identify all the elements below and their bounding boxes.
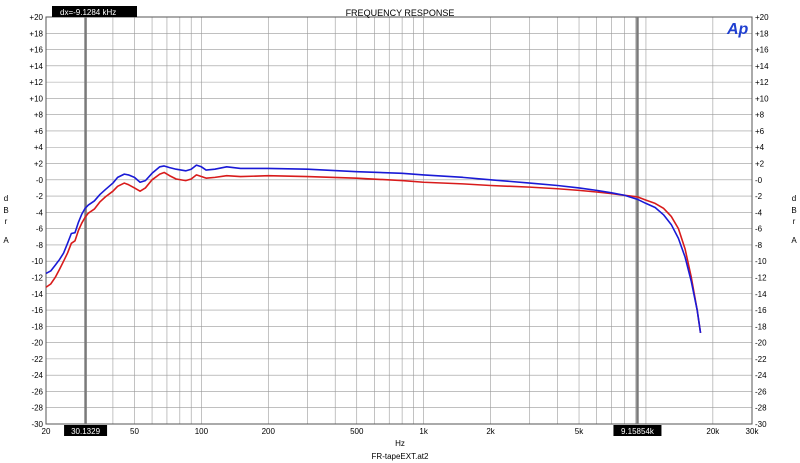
y-tick-label-left: -2 <box>36 192 44 201</box>
y-tick-label-right: +4 <box>755 143 765 152</box>
series-line <box>45 171 702 333</box>
x-tick-label: 1k <box>419 427 428 436</box>
y-tick-label-right: -10 <box>755 257 767 266</box>
y-tick-label-right: +18 <box>755 29 769 38</box>
y-tick-label-right: -0 <box>755 176 763 185</box>
y-tick-label-left: +16 <box>29 46 43 55</box>
cursor-readout-text: 9.15854k <box>621 427 655 436</box>
delta-readout-text: dx=-9.1284 kHz <box>60 8 116 17</box>
y-tick-label-right: +20 <box>755 13 769 22</box>
x-tick-label: 100 <box>195 427 209 436</box>
y-tick-label-right: -30 <box>755 420 767 429</box>
y-tick-label-left: +6 <box>34 127 44 136</box>
cursor-readouts[interactable]: 30.1329 9.15854k <box>64 425 662 436</box>
x-tick-label: 5k <box>575 427 584 436</box>
cursor-lines[interactable] <box>84 17 639 424</box>
cursor-readout-text: 30.1329 <box>71 427 100 436</box>
x-tick-label: 2k <box>486 427 495 436</box>
y-tick-label-left: -18 <box>31 322 43 331</box>
y-tick-label-left: -24 <box>31 371 43 380</box>
y-tick-label-left: -28 <box>31 404 43 413</box>
y-axis-label-right-4: A <box>791 236 797 245</box>
cursor-readout-box[interactable] <box>64 425 108 436</box>
y-tick-label-left: -16 <box>31 306 43 315</box>
y-tick-label-left: -10 <box>31 257 43 266</box>
y-tick-label-left: +12 <box>29 78 43 87</box>
y-tick-label-right: +10 <box>755 94 769 103</box>
y-tick-label-left: -12 <box>31 273 43 282</box>
y-tick-label-left: -30 <box>31 420 43 429</box>
series-line <box>45 164 702 333</box>
x-tick-label: 30k <box>746 427 760 436</box>
y-tick-label-right: -16 <box>755 306 767 315</box>
y-tick-label-left: +20 <box>29 13 43 22</box>
y-tick-label-right: -26 <box>755 387 767 396</box>
series-group <box>45 164 702 333</box>
chart-title: FREQUENCY RESPONSE <box>346 8 455 18</box>
y-tick-label-right: -24 <box>755 371 767 380</box>
delta-readout-box <box>52 6 137 17</box>
y-tick-label-left: -14 <box>31 290 43 299</box>
x-tick-label: 500 <box>350 427 364 436</box>
y-tick-label-left: -8 <box>36 241 44 250</box>
y-tick-label-left: -26 <box>31 387 43 396</box>
y-tick-label-right: -22 <box>755 355 767 364</box>
y-tick-label-right: -12 <box>755 273 767 282</box>
y-tick-label-left: +10 <box>29 94 43 103</box>
y-tick-label-right: +12 <box>755 78 769 87</box>
y-tick-label-left: -22 <box>31 355 43 364</box>
ap-logo: Ap <box>726 21 749 38</box>
y-tick-label-right: -28 <box>755 404 767 413</box>
plot-frame <box>45 16 753 425</box>
y-tick-label-right: +8 <box>755 111 765 120</box>
x-axis-label: Hz <box>395 439 405 448</box>
y-tick-label-left: -20 <box>31 339 43 348</box>
footer-filename: FR-tapeEXT.at2 <box>372 452 429 461</box>
y-tick-label-left: -4 <box>36 208 44 217</box>
delta-readout: dx=-9.1284 kHz <box>52 6 137 17</box>
y-ticks-left: +20 +18 +16 +14 +12 +10 +8 +6 +4 +2 -0 -2 -4 -6 -8 -10 -… <box>29 13 43 429</box>
y-tick-label-right: -18 <box>755 322 767 331</box>
y-tick-label-left: -0 <box>36 176 44 185</box>
y-axis-label-right-3: r <box>793 217 796 226</box>
y-tick-label-right: -20 <box>755 339 767 348</box>
x-tick-label: 200 <box>262 427 276 436</box>
y-tick-label-left: +8 <box>34 111 44 120</box>
x-tick-label: 20k <box>706 427 720 436</box>
y-tick-label-right: -2 <box>755 192 763 201</box>
y-tick-label-right: +14 <box>755 62 769 71</box>
y-tick-label-left: +2 <box>34 160 44 169</box>
y-tick-label-right: +2 <box>755 160 765 169</box>
cursor-readout-box[interactable] <box>613 425 662 436</box>
y-tick-label-right: +16 <box>755 46 769 55</box>
y-ticks-right: +20 +18 +16 +14 +12 +10 +8 +6 +4 +2 -0 -2 -4 -6 -8 -10 -… <box>755 13 769 429</box>
y-tick-label-left: +18 <box>29 29 43 38</box>
y-axis-label-right-1: d <box>792 194 796 203</box>
y-tick-label-right: -14 <box>755 290 767 299</box>
y-axis-label-left-2: B <box>3 206 8 215</box>
grid <box>46 16 753 425</box>
y-axis-label-left-3: r <box>5 217 8 226</box>
x-tick-label: 20 <box>42 427 51 436</box>
y-tick-label-right: -8 <box>755 241 763 250</box>
y-tick-label-left: -6 <box>36 225 44 234</box>
y-tick-label-right: +6 <box>755 127 765 136</box>
y-axis-label-left-1: d <box>4 194 8 203</box>
y-tick-label-left: +14 <box>29 62 43 71</box>
y-axis-label-left-4: A <box>3 236 9 245</box>
y-tick-label-right: -4 <box>755 208 763 217</box>
y-tick-label-right: -6 <box>755 225 763 234</box>
y-axis-label-right-2: B <box>791 206 796 215</box>
x-ticks: 20 50 100 200 500 1k 2k 5k 20k 30k <box>42 427 760 436</box>
x-tick-label: 50 <box>130 427 139 436</box>
y-tick-label-left: +4 <box>34 143 44 152</box>
